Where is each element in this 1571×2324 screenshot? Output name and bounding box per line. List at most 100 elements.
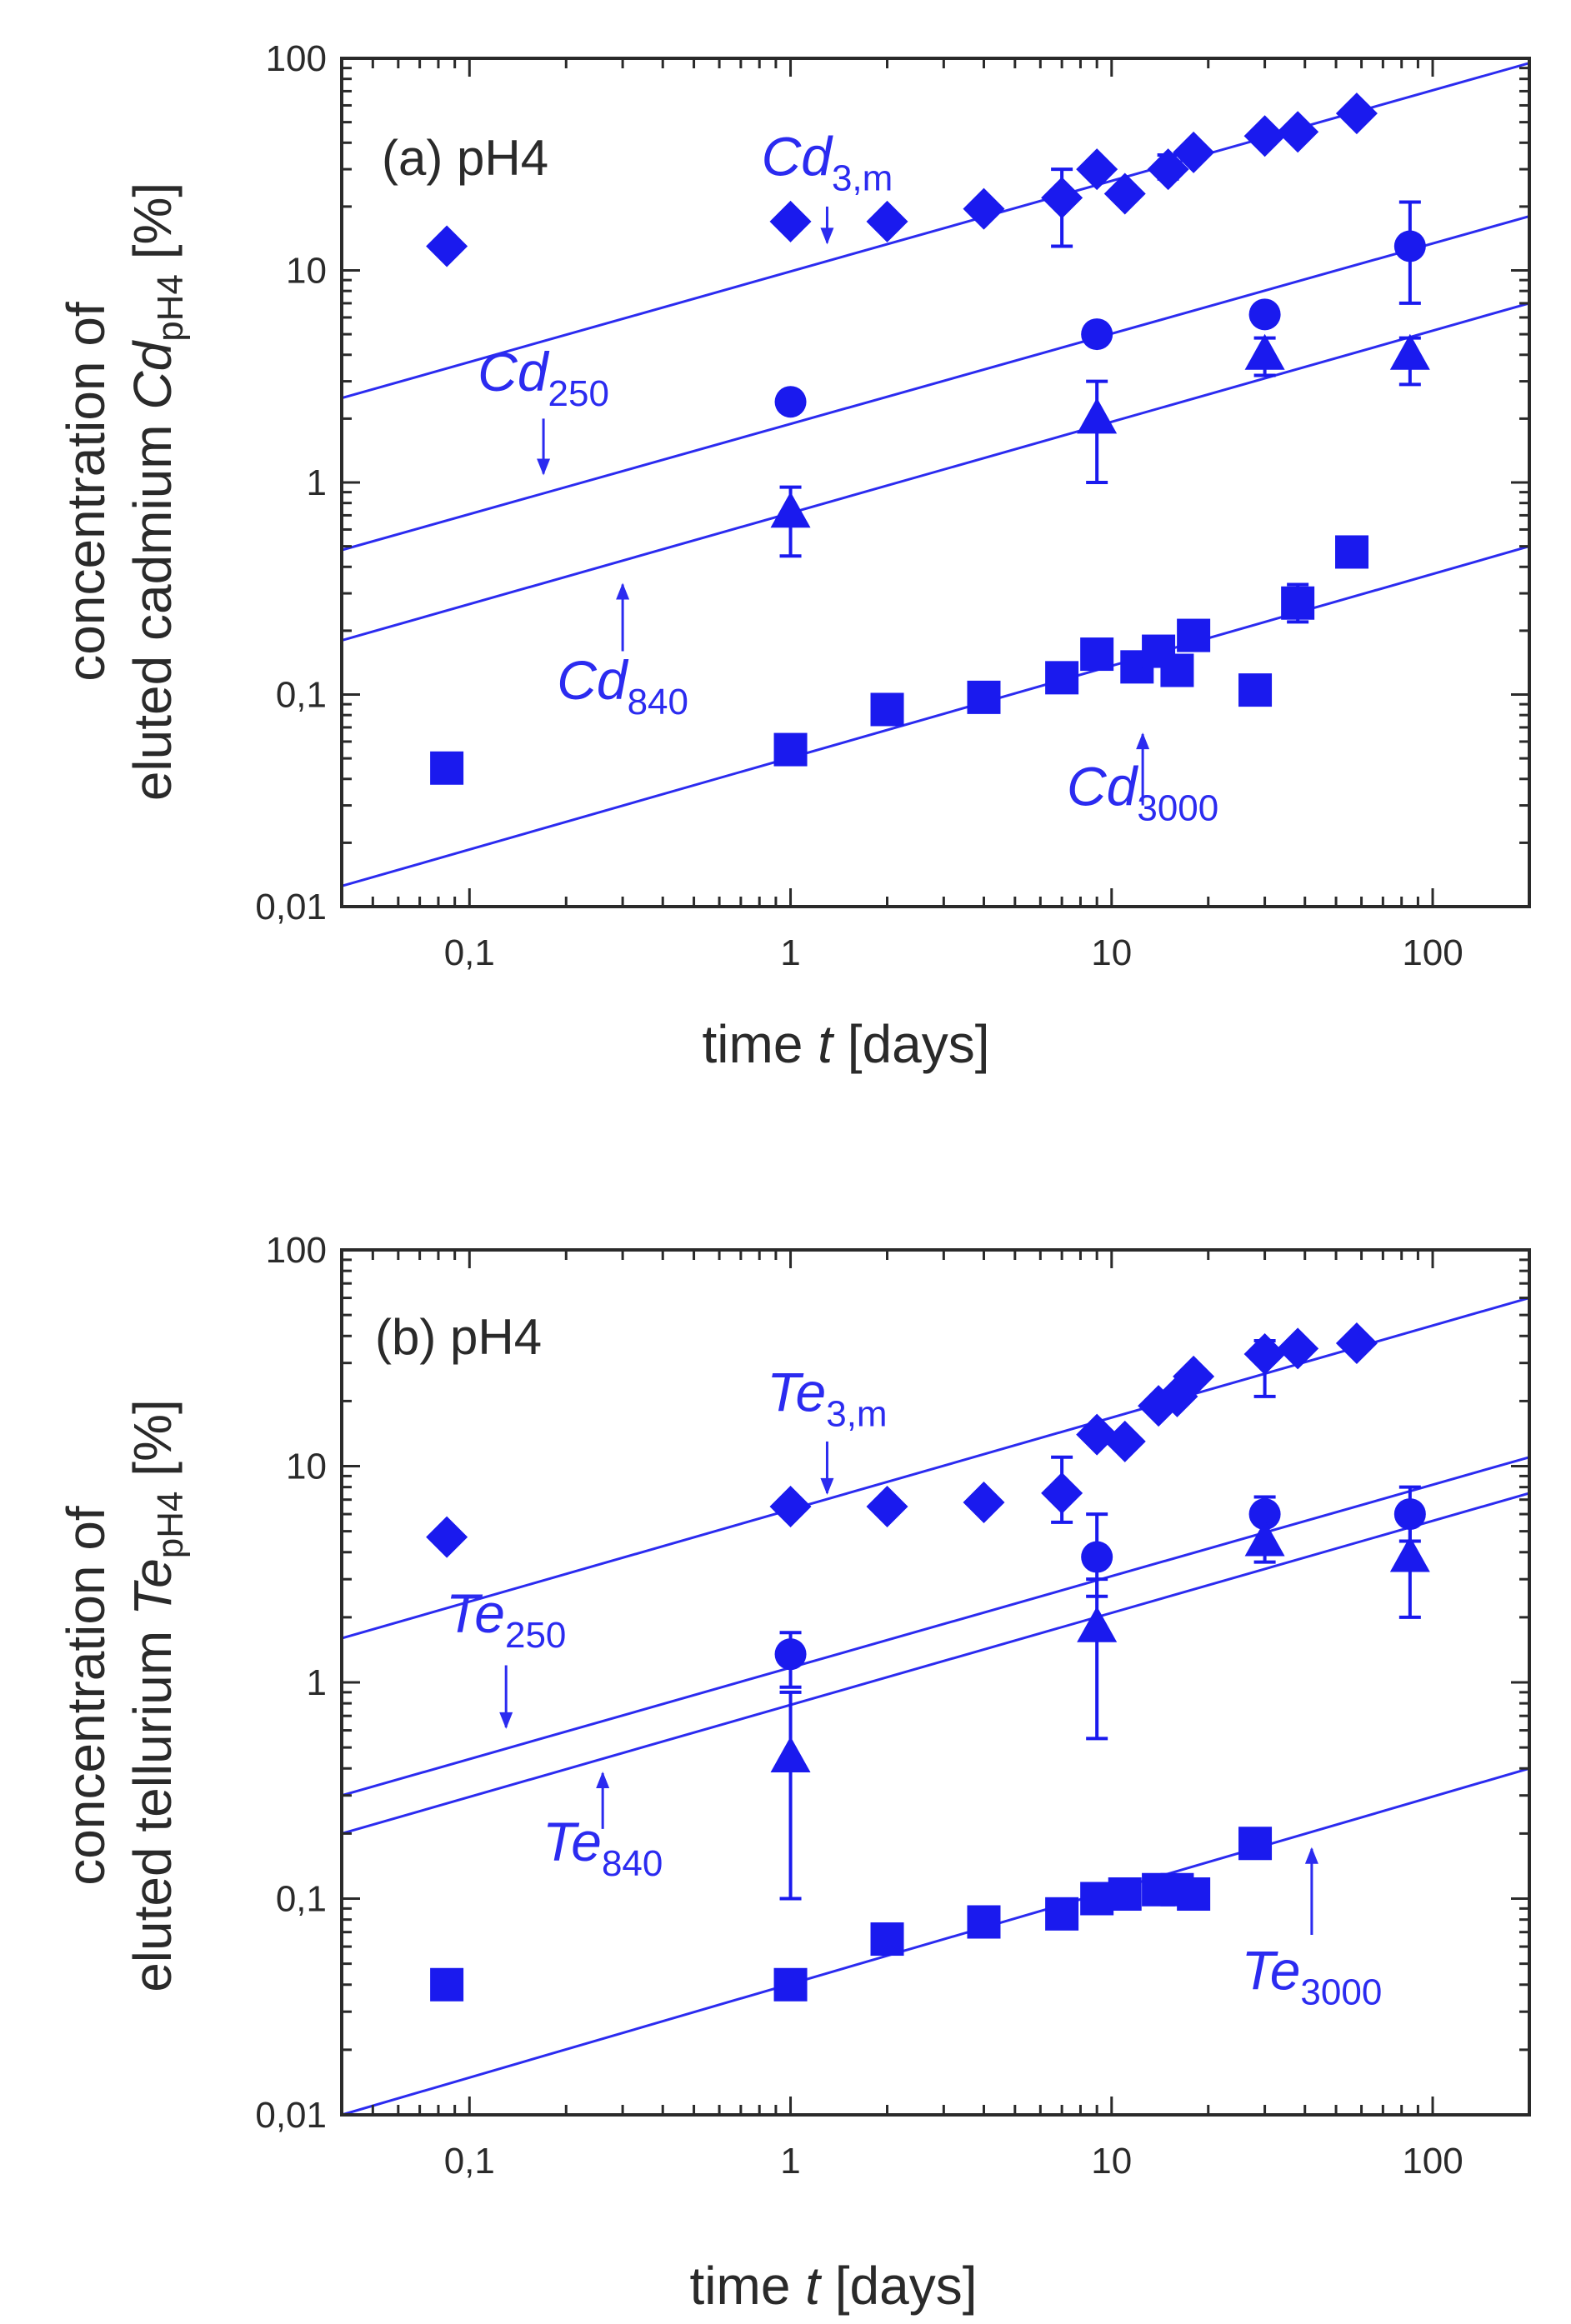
y-tick-label: 1 [307, 462, 327, 503]
triangle-marker [1244, 333, 1285, 370]
x-tick-label: 100 [1402, 2141, 1463, 2182]
fit-line-Te3,m [341, 1297, 1530, 1640]
y-tick-label: 10 [286, 251, 327, 292]
y-tick-label: 0,1 [276, 1879, 327, 1920]
square-marker [1238, 673, 1273, 707]
x-tick-label: 0,1 [444, 2141, 495, 2182]
diamond-marker [1335, 92, 1378, 135]
series-label-Te840: Te840 [543, 1811, 663, 1884]
square-marker [1281, 586, 1315, 620]
series-label-Cd3000: Cd3000 [1067, 756, 1218, 829]
diamond-marker [769, 1486, 812, 1528]
arrow-head [820, 227, 834, 245]
y-axis-label-line2: eluted tellurium TepH4 [%] [123, 1399, 191, 1992]
square-marker [967, 1905, 1001, 1939]
y-axis-label-line2: eluted cadmium CdpH4 [%] [123, 182, 191, 801]
x-axis-label: time t [days] [703, 1014, 990, 1074]
fit-lines [341, 62, 1530, 887]
x-tick-label: 10 [1091, 2141, 1132, 2182]
circle-marker [1393, 230, 1426, 262]
series-label-Cd250: Cd250 [478, 341, 609, 414]
square-marker [1108, 1877, 1142, 1912]
arrow-head [820, 1477, 834, 1495]
circle-marker [1248, 1498, 1281, 1531]
triangle-marker [1077, 1606, 1118, 1642]
square-marker [430, 751, 464, 785]
panel-label: (b) pH4 [375, 1309, 542, 1365]
circle-marker [1248, 298, 1281, 331]
diamond-marker [1173, 1355, 1215, 1397]
series-label-Te3000: Te3000 [1241, 1940, 1382, 2013]
axis-ticks [340, 1248, 1531, 2117]
diamond-marker [1277, 111, 1319, 153]
x-tick-labels: 0,1 1 10 100 [444, 2141, 1463, 2182]
y-axis-label-line1: concentration of [56, 302, 116, 682]
square-marker [1335, 535, 1369, 569]
y-axis-label-line1: concentration of [56, 1506, 116, 1886]
square-marker [1045, 661, 1079, 695]
arrow-head [499, 1712, 513, 1729]
x-tick-label: 100 [1402, 932, 1463, 973]
x-tick-label: 0,1 [444, 932, 495, 973]
fit-line-Te840 [341, 1492, 1530, 1835]
square-marker [870, 1922, 904, 1957]
y-tick-label: 1 [307, 1662, 327, 1703]
series-labels: Cd3,m Cd250 Cd840 Cd3000 [478, 126, 1218, 829]
square-marker [1177, 618, 1211, 652]
triangle-marker [1389, 1536, 1430, 1572]
diamond-marker [1277, 1327, 1319, 1370]
square-marker [1238, 1827, 1273, 1861]
diamond-marker [426, 225, 468, 267]
diamond-marker [769, 200, 812, 242]
triangle-marker [1389, 333, 1430, 370]
x-tick-labels: 0,1 1 10 100 [444, 932, 1463, 973]
triangle-marker [770, 492, 811, 528]
fit-line-Cd3,m [341, 62, 1530, 400]
diamond-marker [1173, 131, 1215, 173]
axis-ticks [340, 57, 1531, 908]
circle-marker [1393, 1498, 1426, 1531]
series-label-Cd840: Cd840 [557, 649, 688, 722]
diamond-marker [963, 1481, 1005, 1523]
diamond-marker [866, 1486, 908, 1528]
diamond-marker [1243, 1332, 1286, 1375]
y-tick-label: 0,1 [276, 675, 327, 716]
diamond-marker [1103, 1420, 1146, 1462]
arrow-head [537, 458, 551, 476]
arrow-head [1304, 1847, 1318, 1864]
diamond-marker [963, 187, 1005, 230]
triangle-marker [1244, 1520, 1285, 1557]
circle-marker [1081, 318, 1113, 351]
square-marker [773, 732, 808, 767]
series-labels: Te3,m Te250 Te840 Te3000 [446, 1361, 1382, 2012]
panel-label: (a) pH4 [382, 130, 548, 186]
triangle-marker [1077, 397, 1118, 434]
circle-marker [774, 1638, 807, 1671]
square-marker [1080, 637, 1114, 672]
square-marker [1045, 1897, 1079, 1931]
diamond-marker [866, 200, 908, 242]
y-tick-label: 100 [266, 1230, 327, 1271]
square-marker [1177, 1877, 1211, 1912]
diamond-marker [1103, 172, 1146, 215]
x-tick-label: 1 [780, 932, 800, 973]
fit-lines [341, 1297, 1530, 2117]
arrow-head [616, 582, 630, 600]
fit-line-Cd3000 [341, 545, 1530, 887]
fit-line-Te3000 [341, 1767, 1530, 2117]
arrow-head [1136, 732, 1150, 750]
label-arrows [499, 1441, 1318, 1935]
diamond-marker [1041, 177, 1083, 219]
triangle-marker [770, 1736, 811, 1772]
y-tick-label: 0,01 [255, 2095, 327, 2136]
diamond-marker [1243, 115, 1286, 157]
x-tick-label: 10 [1091, 932, 1132, 973]
series-label-Cd3,m: Cd3,m [762, 126, 893, 199]
x-axis-label: time t [days] [690, 2256, 978, 2316]
square-marker [430, 1967, 464, 2002]
arrow-head [596, 1772, 610, 1789]
fit-line-Te250 [341, 1456, 1530, 1797]
circle-marker [1081, 1541, 1113, 1573]
